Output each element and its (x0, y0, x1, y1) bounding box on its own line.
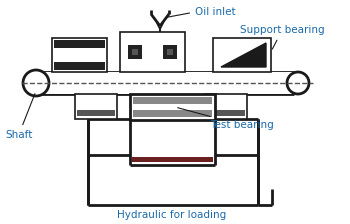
Text: Test bearing: Test bearing (178, 108, 274, 130)
Bar (133, 110, 212, 117)
Bar (132, 49, 138, 55)
Bar (39, 72, 294, 94)
Polygon shape (221, 43, 266, 67)
Bar (77, 110, 115, 116)
Text: Hydraulic for loading: Hydraulic for loading (117, 210, 227, 220)
Bar (75, 94, 117, 119)
Bar (205, 94, 247, 119)
Bar (130, 94, 215, 120)
Bar (167, 49, 173, 55)
Bar (128, 45, 142, 59)
Bar (132, 157, 213, 162)
Bar (163, 45, 177, 59)
Bar (54, 62, 105, 70)
Bar (54, 40, 105, 48)
Bar (213, 38, 271, 72)
Text: Oil inlet: Oil inlet (166, 7, 236, 17)
Bar (120, 32, 185, 72)
Bar (133, 97, 212, 104)
Text: Shaft: Shaft (5, 94, 35, 140)
Text: Support bearing: Support bearing (240, 25, 325, 49)
Bar (207, 110, 245, 116)
Circle shape (23, 70, 49, 96)
Circle shape (287, 72, 309, 94)
Bar (52, 38, 107, 72)
